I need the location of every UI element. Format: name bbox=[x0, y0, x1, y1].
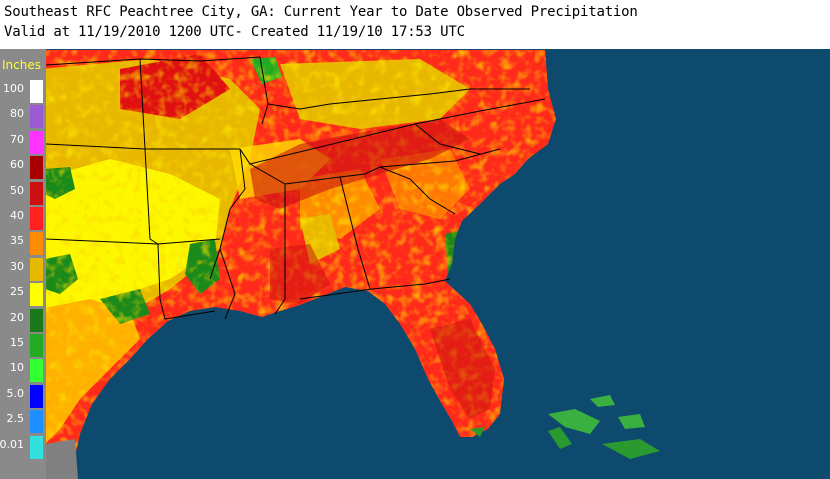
legend-item: 70 bbox=[0, 130, 46, 155]
legend-item-label: 35 bbox=[10, 234, 24, 248]
legend-item: 2.5 bbox=[0, 409, 46, 434]
legend-item: 15 bbox=[0, 333, 46, 358]
legend-item: 30 bbox=[0, 257, 46, 282]
legend-units-label: Inches bbox=[2, 58, 41, 72]
precipitation-map bbox=[0, 49, 830, 479]
legend-item: 60 bbox=[0, 155, 46, 180]
legend-item: 40 bbox=[0, 206, 46, 231]
legend-color-swatch bbox=[30, 435, 43, 459]
legend-item: 5.0 bbox=[0, 384, 46, 409]
precipitation-legend: Inches 100 80 70 60 50 40 35 30 25 20 15 10 5.0 2.5 0.… bbox=[0, 49, 46, 479]
legend-color-swatch bbox=[30, 334, 43, 357]
map-header: Southeast RFC Peachtree City, GA: Curren… bbox=[0, 0, 830, 49]
legend-item-label: 80 bbox=[10, 107, 24, 121]
legend-item-label: 60 bbox=[10, 158, 24, 172]
legend-item-label: 25 bbox=[10, 285, 24, 299]
legend-item: 0.01 bbox=[0, 435, 46, 460]
legend-color-swatch bbox=[30, 105, 43, 129]
map-canvas bbox=[0, 49, 830, 479]
legend-item: 10 bbox=[0, 358, 46, 383]
legend-item-label: 70 bbox=[10, 132, 24, 146]
legend-color-swatch bbox=[30, 130, 43, 154]
state-boundaries bbox=[45, 56, 546, 320]
legend-color-swatch bbox=[30, 232, 43, 256]
legend-item-label: 30 bbox=[10, 259, 24, 273]
map-title: Southeast RFC Peachtree City, GA: Curren… bbox=[4, 4, 638, 20]
legend-item-label: 100 bbox=[3, 82, 24, 95]
legend-item: 100 bbox=[0, 79, 46, 104]
legend-item-label: 0.01 bbox=[0, 437, 24, 451]
legend-item: 80 bbox=[0, 104, 46, 129]
legend-color-swatch bbox=[30, 308, 43, 332]
legend-color-swatch bbox=[30, 359, 43, 383]
caribbean-islands bbox=[470, 395, 660, 459]
legend-color-swatch bbox=[30, 80, 43, 103]
legend-color-swatch bbox=[30, 181, 43, 205]
legend-item: 20 bbox=[0, 308, 46, 333]
legend-color-swatch bbox=[30, 207, 43, 230]
legend-item-label: 2.5 bbox=[6, 412, 25, 426]
legend-item: 25 bbox=[0, 282, 46, 307]
legend-item-label: 15 bbox=[10, 336, 24, 349]
map-valid-time: Valid at 11/19/2010 1200 UTC- Created 11… bbox=[4, 24, 465, 40]
legend-color-swatch bbox=[30, 257, 43, 281]
mexico-area bbox=[46, 439, 78, 479]
legend-color-swatch bbox=[30, 283, 43, 307]
legend-item: 50 bbox=[0, 181, 46, 206]
legend-item-label: 10 bbox=[10, 361, 24, 375]
legend-item-label: 50 bbox=[10, 183, 24, 197]
legend-item: 35 bbox=[0, 231, 46, 256]
legend-item-label: 20 bbox=[10, 310, 24, 324]
legend-color-swatch bbox=[30, 384, 43, 408]
legend-item-label: 5.0 bbox=[6, 386, 25, 400]
legend-color-swatch bbox=[30, 156, 43, 180]
legend-color-swatch bbox=[30, 410, 43, 434]
legend-item-label: 40 bbox=[10, 209, 24, 222]
